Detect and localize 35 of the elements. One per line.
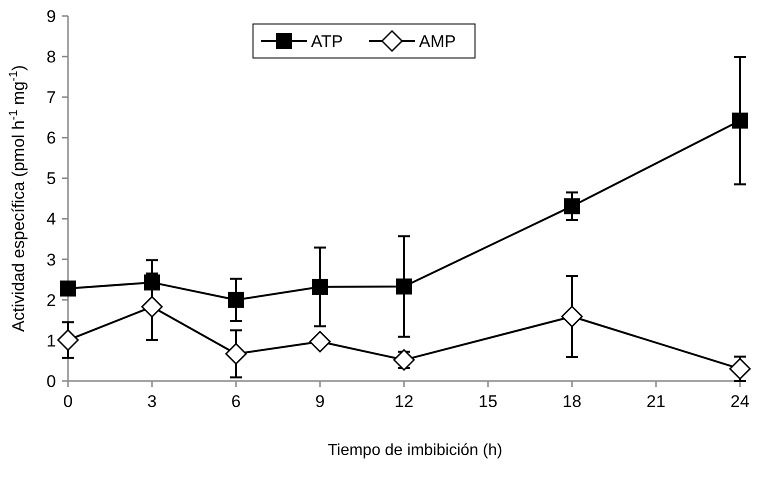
legend-label: ATP — [311, 32, 343, 51]
legend-label: AMP — [419, 32, 456, 51]
y-tick-label: 9 — [46, 6, 56, 26]
point — [396, 278, 412, 295]
point — [561, 306, 583, 328]
y-tick-label: 1 — [46, 331, 56, 350]
y-tick-label: 5 — [46, 169, 56, 188]
point — [729, 358, 751, 380]
y-tick-label: 3 — [46, 250, 56, 270]
point — [60, 280, 76, 297]
x-tick-label: 9 — [315, 392, 325, 411]
x-tick-label: 21 — [646, 392, 666, 411]
y-tick-label: 6 — [46, 128, 56, 148]
y-tick-label: 7 — [46, 88, 56, 108]
x-tick-label: 6 — [231, 392, 241, 411]
x-tick-label: 18 — [562, 392, 582, 411]
point — [312, 278, 328, 295]
point — [309, 330, 331, 352]
x-tick-label: 12 — [394, 392, 414, 411]
y-tick-label: 2 — [46, 290, 56, 310]
point — [225, 343, 247, 365]
y-tick-label: 4 — [46, 210, 56, 229]
x-tick-label: 3 — [147, 392, 157, 411]
x-tick-label: 0 — [63, 392, 73, 411]
point — [564, 198, 580, 214]
y-tick-label: 8 — [46, 48, 56, 67]
x-tick-label: 15 — [478, 392, 498, 411]
point — [228, 292, 244, 308]
y-tick-label: 0 — [46, 372, 56, 391]
point — [141, 296, 163, 318]
point — [732, 112, 748, 129]
point — [393, 349, 415, 371]
x-axis-title: Tiempo de imbibición (h) — [328, 442, 502, 459]
point — [57, 329, 79, 351]
x-tick-label: 24 — [730, 392, 750, 411]
